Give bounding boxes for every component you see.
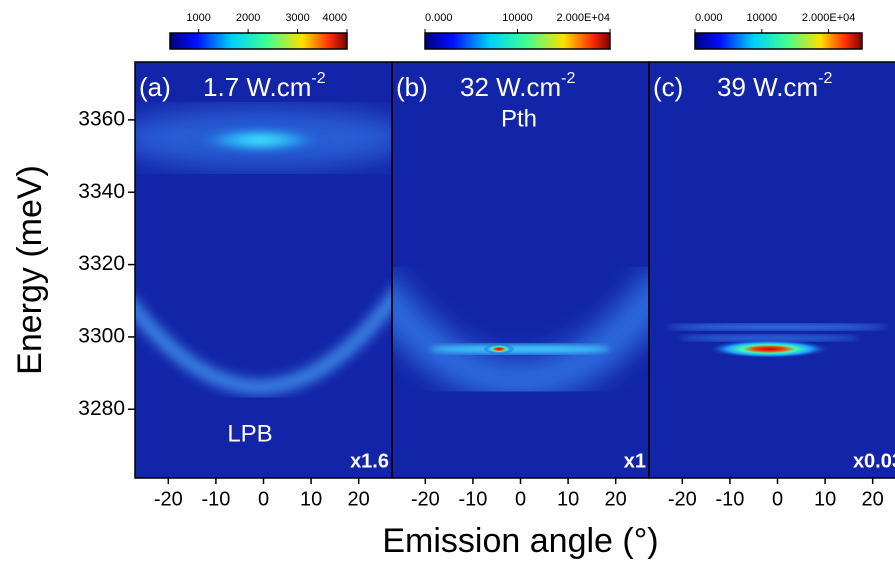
y-axis-label: Energy (meV) (11, 165, 49, 375)
power-text: 39 W.cm (717, 72, 818, 102)
panel-label: (a) (139, 72, 171, 102)
power-exponent: -2 (311, 70, 325, 87)
power-exponent: -2 (561, 70, 575, 87)
colorbar (694, 32, 863, 50)
x-tick-label: -20 (154, 488, 183, 510)
x-tick-label: 0 (258, 488, 269, 510)
power-exponent: -2 (818, 70, 832, 87)
power-label: 39 W.cm-2 (717, 70, 832, 102)
x-axis-label: Emission angle (°) (382, 522, 658, 560)
x-tick-label: 10 (300, 488, 322, 510)
panel-label: (c) (653, 72, 683, 102)
power-label: 32 W.cm-2 (460, 70, 575, 102)
scale-factor: x1 (624, 450, 646, 472)
power-label: 1.7 W.cm-2 (203, 70, 326, 102)
x-tick-label: -20 (668, 488, 697, 510)
y-tick-label: 3360 (78, 107, 125, 130)
colorbar-tick-label: 4000 (323, 12, 347, 24)
x-tick-label: 20 (348, 488, 370, 510)
colorbar-tick-label: 2.000E+04 (802, 12, 856, 24)
colorbar-tick-label: 2000 (236, 12, 260, 24)
power-text: 1.7 W.cm (203, 72, 311, 102)
colorbar-tick-label: 0.000 (695, 12, 723, 24)
colorbar-tick-label: 3000 (285, 12, 309, 24)
y-tick-label: 3280 (78, 397, 125, 420)
heatmap-image (135, 62, 392, 478)
colorbar-tick-label: 0.000 (425, 12, 453, 24)
annotation: Pth (501, 105, 537, 132)
panel-label: (b) (396, 72, 428, 102)
y-tick-label: 3340 (78, 180, 125, 203)
power-text: 32 W.cm (460, 72, 561, 102)
colorbar-tick-label: 2.000E+04 (556, 12, 610, 24)
y-tick-label: 3300 (78, 324, 125, 347)
y-tick-label: 3320 (78, 252, 125, 275)
colorbar (424, 32, 611, 50)
x-tick-label: 0 (515, 488, 526, 510)
colorbar-tick-label: 1000 (186, 12, 210, 24)
x-tick-label: 20 (862, 488, 884, 510)
scale-factor: x1.6 (350, 450, 389, 472)
x-tick-label: 10 (557, 488, 579, 510)
scale-factor: x0.03 (853, 450, 895, 472)
x-tick-label: -10 (458, 488, 487, 510)
x-tick-label: -20 (411, 488, 440, 510)
x-tick-label: 10 (814, 488, 836, 510)
annotation: LPB (227, 420, 272, 447)
x-tick-label: 0 (772, 488, 783, 510)
colorbar-tick-label: 10000 (747, 12, 778, 24)
heatmap-image (392, 62, 649, 478)
x-tick-label: 20 (605, 488, 627, 510)
colorbar (169, 32, 348, 50)
x-tick-label: -10 (715, 488, 744, 510)
colorbar-tick-label: 10000 (502, 12, 533, 24)
heatmap-image (649, 62, 895, 478)
x-tick-label: -10 (201, 488, 230, 510)
